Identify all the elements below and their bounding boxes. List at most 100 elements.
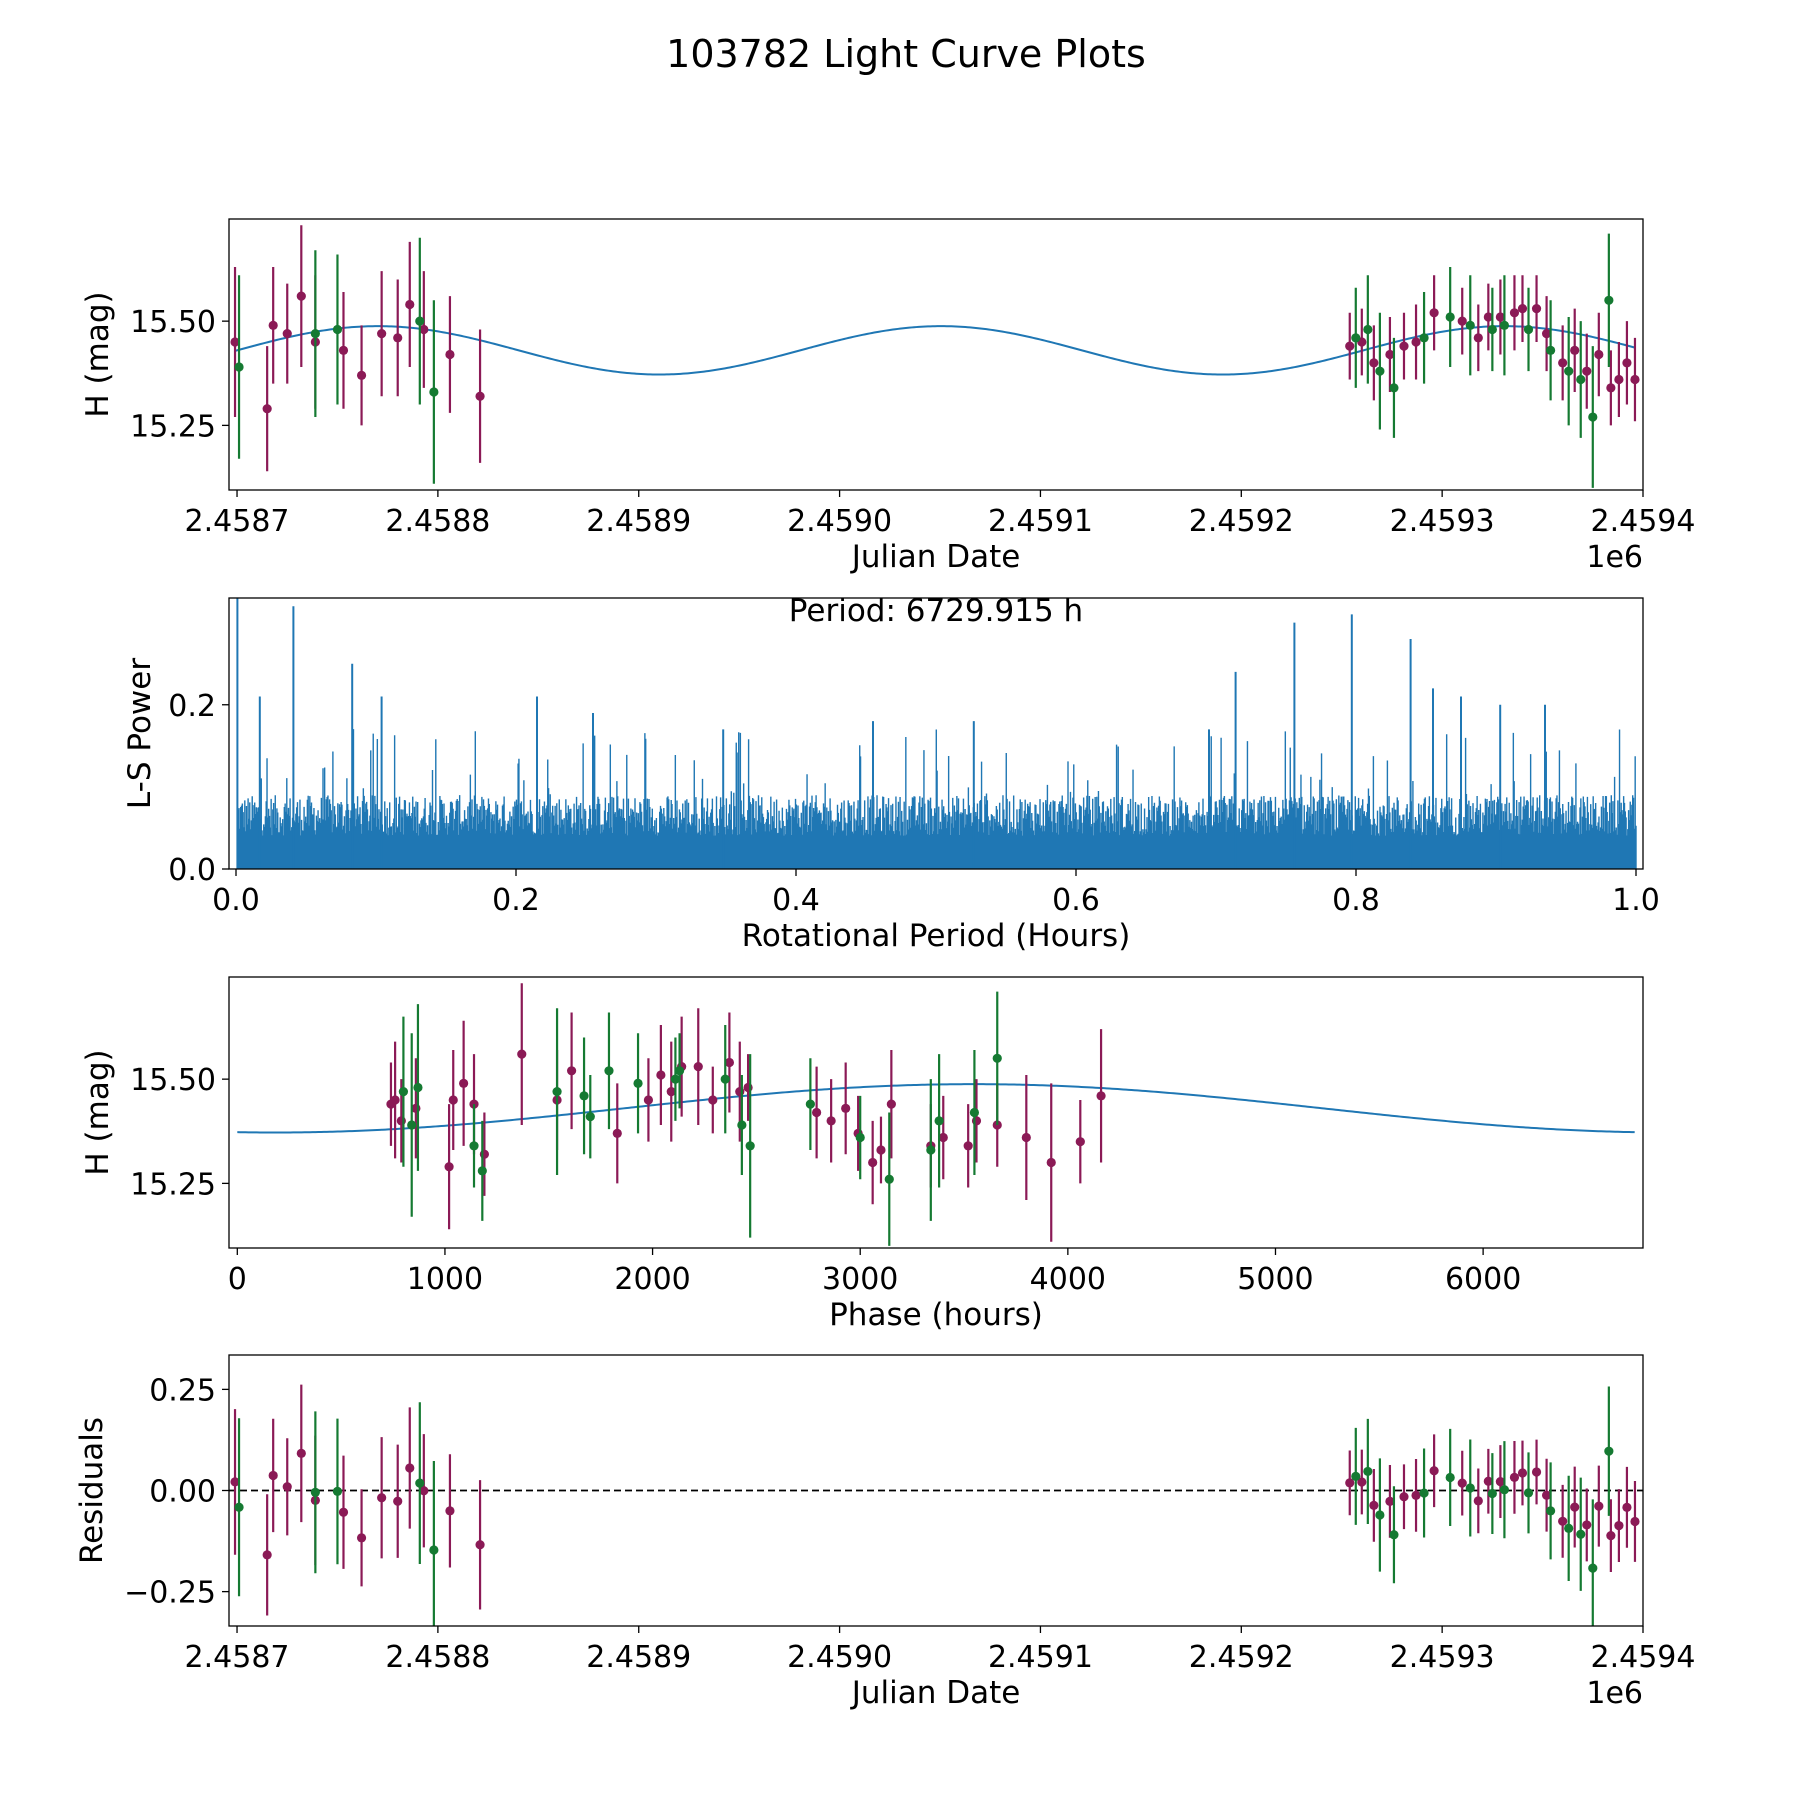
residuals-point-r (1531, 1467, 1542, 1477)
residuals-point-r (1509, 1472, 1520, 1483)
residuals-xtick-label: 2.4588 (385, 1640, 490, 1675)
residuals-point-g (1375, 1510, 1385, 1520)
phased-frame (228, 976, 1644, 1249)
periodogram-ylabel: L-S Power (122, 658, 158, 809)
residuals-point-r (1357, 1477, 1367, 1487)
phased-point-g (477, 1166, 487, 1176)
residuals-xtick-label: 2.4591 (988, 1640, 1093, 1675)
phased-plot-area (237, 983, 1635, 1246)
residuals-point-r (1558, 1516, 1568, 1526)
phased-xtick-label: 2000 (614, 1262, 690, 1297)
lightcurve-point-r (1399, 341, 1409, 351)
lightcurve-xtick-label: 2.4588 (385, 504, 490, 539)
lightcurve-point-r (1411, 337, 1421, 347)
residuals-xlabel: Julian Date (850, 1675, 1021, 1711)
lightcurve-point-g (429, 387, 439, 397)
phased-point-g (926, 1145, 936, 1155)
residuals-point-r (1517, 1468, 1528, 1478)
phased-point-r (643, 1095, 654, 1105)
phased-point-r (1096, 1091, 1106, 1101)
lightcurve-xtick-label: 2.4587 (185, 504, 290, 539)
residuals-point-r (1594, 1501, 1604, 1511)
residuals-ytick-label: 0.25 (149, 1373, 216, 1408)
phased-point-g (674, 1066, 685, 1076)
phased-point-r (693, 1062, 703, 1072)
lightcurve-point-r (1582, 366, 1592, 376)
lightcurve-point-r (1594, 349, 1604, 360)
phased-point-r (708, 1095, 718, 1105)
residuals-point-g (415, 1478, 425, 1488)
residuals-point-r (445, 1506, 455, 1516)
phased-point-g (585, 1112, 595, 1122)
residuals-point-r (1345, 1478, 1355, 1488)
residuals-offset-label: 1e6 (1586, 1676, 1643, 1711)
phased-point-g (552, 1087, 562, 1097)
lightcurve-point-r (1541, 329, 1552, 339)
phased-point-g (855, 1132, 865, 1143)
phased-point-g (720, 1074, 730, 1084)
period-annotation: Period: 6729.915 h (789, 593, 1083, 629)
lightcurve-point-r (419, 324, 429, 335)
residuals-xtick-label: 2.4594 (1591, 1640, 1696, 1675)
residuals-point-r (1630, 1516, 1640, 1527)
phased-xtick-label: 0 (228, 1262, 247, 1297)
lightcurve-point-r (1483, 312, 1493, 322)
lightcurve-xtick-label: 2.4589 (586, 504, 691, 539)
lightcurve-point-r (1606, 383, 1616, 393)
residuals-xtick-label: 2.4589 (586, 1640, 691, 1675)
lightcurve-point-r (475, 391, 485, 401)
residuals-point-g (1465, 1483, 1475, 1493)
lightcurve-point-r (1517, 304, 1528, 314)
lightcurve-point-g (1576, 374, 1586, 385)
phased-point-r (841, 1103, 851, 1113)
lightcurve-panel: 2.4587 2.4588 2.4589 2.4590 2.4591 2.4592 2.45… (80, 218, 1695, 575)
lightcurve-point-r (1385, 349, 1395, 360)
lightcurve-point-r (1570, 345, 1580, 355)
phased-point-r (459, 1078, 469, 1088)
residuals-point-r (1541, 1490, 1552, 1500)
lightcurve-point-r (268, 320, 278, 330)
phased-point-g (398, 1087, 409, 1097)
phased-point-r (971, 1116, 982, 1126)
residuals-point-r (1582, 1520, 1592, 1530)
lightcurve-point-r (1369, 358, 1379, 368)
lightcurve-plot-area (230, 225, 1640, 488)
phased-point-r (938, 1132, 948, 1143)
residuals-point-r (338, 1507, 349, 1517)
residuals-point-r (356, 1533, 367, 1543)
phased-panel: 0 1000 2000 3000 4000 5000 6000 15.25 15.50 Phase… (80, 976, 1644, 1333)
lightcurve-point-r (1531, 304, 1542, 314)
periodogram-frame (228, 597, 1644, 870)
residuals-point-r (1457, 1478, 1467, 1488)
phased-point-r (963, 1141, 973, 1151)
lightcurve-frame (228, 218, 1644, 491)
phased-point-r (812, 1107, 822, 1118)
phased-point-g (633, 1078, 643, 1088)
lightcurve-model-line (234, 325, 1636, 376)
periodogram-xtick-label: 0.2 (492, 883, 540, 918)
lightcurve-point-g (1546, 345, 1556, 355)
phased-xlabel: Phase (hours) (829, 1297, 1043, 1333)
lightcurve-point-r (1622, 358, 1632, 368)
lightcurve-ytick-label: 15.50 (130, 305, 216, 340)
residuals-xtick-label: 2.4590 (787, 1640, 892, 1675)
residuals-point-r (1429, 1466, 1439, 1476)
lightcurve-xtick-label: 2.4591 (988, 504, 1093, 539)
lightcurve-point-r (393, 333, 403, 343)
residuals-point-r (405, 1463, 415, 1473)
lightcurve-point-g (1419, 333, 1429, 343)
phased-model-line (237, 1083, 1635, 1134)
periodogram-xtick-label: 0.6 (1052, 883, 1100, 918)
residuals-point-r (262, 1550, 272, 1560)
phased-point-r (868, 1157, 878, 1168)
periodogram-plot-area (236, 598, 1637, 869)
phased-ytick-label: 15.25 (130, 1167, 216, 1202)
phased-point-g (469, 1141, 479, 1151)
lightcurve-point-g (1375, 366, 1385, 376)
lightcurve-point-r (1614, 374, 1624, 385)
residuals-point-g (1604, 1446, 1614, 1456)
periodogram-ytick-label: 0.0 (168, 853, 216, 888)
phased-point-r (1046, 1157, 1056, 1168)
periodogram-ytick-label: 0.2 (168, 689, 216, 724)
